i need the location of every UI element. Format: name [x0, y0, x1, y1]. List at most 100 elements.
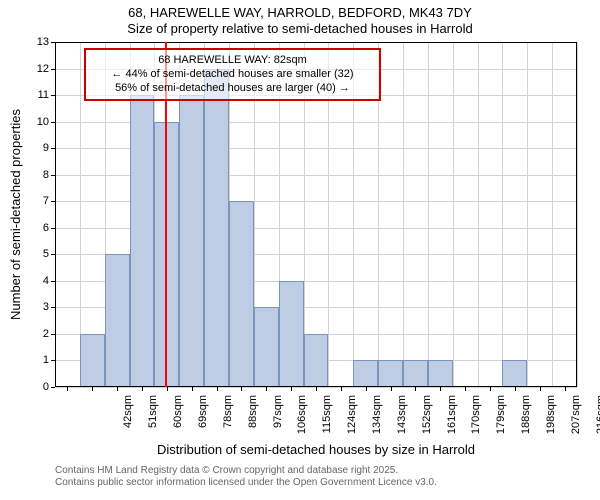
x-tick-label: 97sqm: [272, 395, 284, 445]
x-tick-mark: [266, 387, 267, 391]
y-tick-label: 5: [27, 248, 49, 260]
gridline-v: [527, 42, 528, 387]
x-tick-mark: [67, 387, 68, 391]
y-tick-label: 9: [27, 142, 49, 154]
y-tick-mark: [51, 387, 55, 388]
x-tick-mark: [92, 387, 93, 391]
x-tick-mark: [391, 387, 392, 391]
y-tick-label: 4: [27, 275, 49, 287]
x-tick-mark: [540, 387, 541, 391]
x-tick-label: 152sqm: [421, 395, 433, 445]
y-tick-label: 13: [27, 36, 49, 48]
histogram-bar: [378, 360, 403, 387]
gridline-v: [478, 42, 479, 387]
gridline-v: [453, 42, 454, 387]
y-tick-label: 10: [27, 116, 49, 128]
y-tick-label: 2: [27, 328, 49, 340]
annotation-line: ← 44% of semi-detached houses are smalle…: [92, 68, 374, 82]
x-tick-label: 78sqm: [222, 395, 234, 445]
x-tick-label: 88sqm: [247, 395, 259, 445]
histogram-bar: [204, 69, 229, 387]
histogram-bar: [130, 95, 155, 387]
histogram-bar: [229, 201, 254, 387]
chart-container: 68, HAREWELLE WAY, HARROLD, BEDFORD, MK4…: [0, 0, 600, 500]
y-tick-mark: [51, 360, 55, 361]
chart-title-2: Size of property relative to semi-detach…: [0, 21, 600, 36]
histogram-bar: [80, 334, 105, 387]
gridline-v: [428, 42, 429, 387]
plot-area: 68 HAREWELLE WAY: 82sqm← 44% of semi-det…: [55, 42, 577, 387]
y-tick-label: 6: [27, 222, 49, 234]
x-tick-mark: [167, 387, 168, 391]
y-tick-mark: [51, 148, 55, 149]
histogram-bar: [254, 307, 279, 387]
y-tick-mark: [51, 42, 55, 43]
histogram-bar: [279, 281, 304, 387]
histogram-bar: [428, 360, 453, 387]
x-tick-mark: [241, 387, 242, 391]
x-tick-mark: [142, 387, 143, 391]
y-tick-label: 12: [27, 63, 49, 75]
x-tick-label: 179sqm: [495, 395, 507, 445]
x-tick-mark: [291, 387, 292, 391]
y-tick-mark: [51, 95, 55, 96]
histogram-bar: [179, 95, 204, 387]
x-tick-mark: [117, 387, 118, 391]
histogram-bar: [502, 360, 527, 387]
y-tick-mark: [51, 201, 55, 202]
x-tick-mark: [415, 387, 416, 391]
y-tick-mark: [51, 254, 55, 255]
x-tick-label: 115sqm: [321, 395, 333, 445]
gridline-v: [502, 42, 503, 387]
x-tick-mark: [316, 387, 317, 391]
histogram-bar: [304, 334, 329, 387]
chart-title-1: 68, HAREWELLE WAY, HARROLD, BEDFORD, MK4…: [0, 5, 600, 20]
y-tick-mark: [51, 175, 55, 176]
gridline-v: [577, 42, 578, 387]
y-tick-mark: [51, 307, 55, 308]
y-tick-label: 1: [27, 354, 49, 366]
x-tick-mark: [565, 387, 566, 391]
histogram-bar: [353, 360, 378, 387]
x-tick-mark: [192, 387, 193, 391]
x-tick-label: 170sqm: [470, 395, 482, 445]
y-tick-label: 0: [27, 381, 49, 393]
y-tick-label: 8: [27, 169, 49, 181]
x-tick-label: 216sqm: [595, 395, 600, 445]
footer-line-2: Contains public sector information licen…: [55, 477, 437, 488]
x-tick-label: 207sqm: [570, 395, 582, 445]
x-tick-label: 42sqm: [122, 395, 134, 445]
x-tick-mark: [217, 387, 218, 391]
x-tick-mark: [490, 387, 491, 391]
annotation-callout: 68 HAREWELLE WAY: 82sqm← 44% of semi-det…: [84, 48, 382, 101]
x-tick-label: 134sqm: [371, 395, 383, 445]
gridline-v: [403, 42, 404, 387]
x-tick-label: 188sqm: [520, 395, 532, 445]
x-tick-label: 143sqm: [396, 395, 408, 445]
y-tick-mark: [51, 334, 55, 335]
x-tick-mark: [341, 387, 342, 391]
x-tick-label: 124sqm: [346, 395, 358, 445]
annotation-line: 68 HAREWELLE WAY: 82sqm: [92, 54, 374, 68]
gridline-h: [55, 42, 577, 43]
annotation-line: 56% of semi-detached houses are larger (…: [92, 82, 374, 96]
histogram-bar: [105, 254, 130, 387]
x-tick-label: 69sqm: [197, 395, 209, 445]
x-tick-label: 51sqm: [147, 395, 159, 445]
x-tick-mark: [465, 387, 466, 391]
x-tick-label: 198sqm: [545, 395, 557, 445]
x-tick-label: 106sqm: [296, 395, 308, 445]
footer-line-1: Contains HM Land Registry data © Crown c…: [55, 465, 398, 476]
gridline-v: [55, 42, 56, 387]
x-tick-mark: [440, 387, 441, 391]
y-tick-mark: [51, 228, 55, 229]
y-tick-mark: [51, 281, 55, 282]
y-tick-mark: [51, 122, 55, 123]
y-tick-label: 7: [27, 195, 49, 207]
histogram-bar: [403, 360, 428, 387]
x-tick-label: 161sqm: [446, 395, 458, 445]
y-tick-mark: [51, 69, 55, 70]
y-tick-label: 11: [27, 89, 49, 101]
x-tick-label: 60sqm: [172, 395, 184, 445]
y-tick-label: 3: [27, 301, 49, 313]
